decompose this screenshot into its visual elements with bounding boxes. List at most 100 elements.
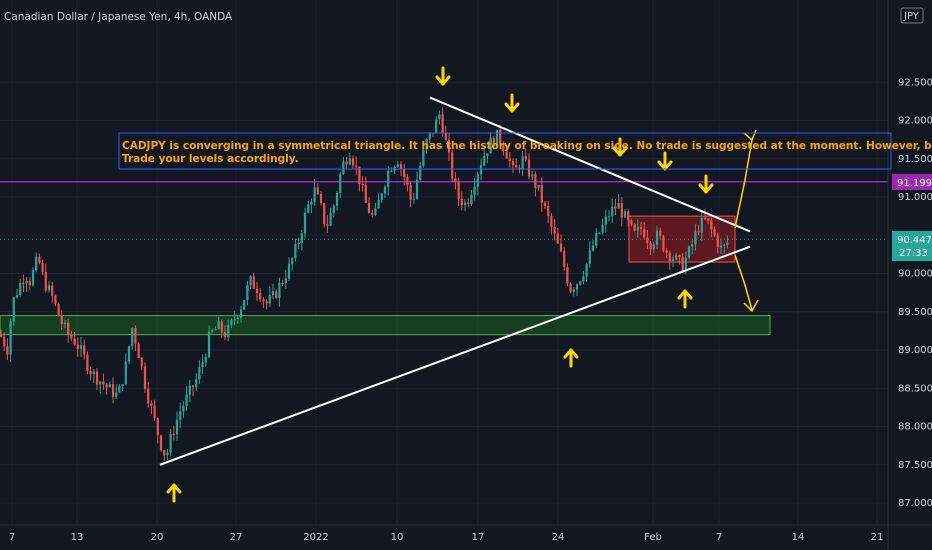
candle-body bbox=[553, 226, 556, 234]
currency-badge[interactable] bbox=[900, 7, 924, 24]
candle-body bbox=[697, 231, 700, 233]
candle-body bbox=[534, 174, 537, 188]
candle-body bbox=[671, 259, 675, 262]
candle-body bbox=[447, 139, 451, 153]
candle-body bbox=[70, 334, 73, 339]
candle-body bbox=[531, 174, 534, 177]
candle-body bbox=[515, 164, 518, 168]
candle-body bbox=[441, 114, 444, 133]
candle-body bbox=[217, 321, 220, 330]
candle-body bbox=[163, 450, 166, 456]
x-tick-label: 17 bbox=[472, 532, 485, 543]
candle-body bbox=[15, 294, 19, 298]
candles bbox=[0, 107, 729, 461]
candle-body bbox=[419, 165, 422, 180]
candle-body bbox=[342, 161, 345, 175]
y-tick-label: 88.000 bbox=[898, 422, 932, 433]
candle-body bbox=[563, 251, 566, 268]
candle-body bbox=[444, 132, 447, 140]
candle-body bbox=[387, 171, 390, 187]
candle-body bbox=[79, 345, 83, 349]
candle-body bbox=[700, 218, 703, 233]
candle-body bbox=[415, 179, 419, 199]
candle-body bbox=[492, 137, 495, 147]
candle-body bbox=[678, 255, 681, 257]
candle-body bbox=[25, 281, 28, 284]
candle-body bbox=[211, 330, 214, 332]
candle-body bbox=[675, 255, 678, 260]
candle-body bbox=[127, 346, 131, 362]
annotation-line-1: CADJPY is converging in a symmetrical tr… bbox=[122, 140, 932, 152]
candle-body bbox=[131, 327, 134, 347]
candle-body bbox=[172, 433, 175, 435]
candle-body bbox=[57, 304, 60, 317]
candle-body bbox=[364, 184, 367, 203]
candle-body bbox=[390, 170, 393, 172]
candle-body bbox=[351, 158, 355, 166]
y-tick-label: 89.000 bbox=[898, 345, 932, 356]
candle-body bbox=[166, 452, 169, 456]
candle-body bbox=[326, 224, 329, 226]
candle-body bbox=[310, 201, 313, 205]
candle-body bbox=[585, 263, 588, 277]
candle-body bbox=[207, 331, 211, 357]
candle-body bbox=[687, 246, 691, 258]
candle-body bbox=[159, 435, 163, 451]
candle-body bbox=[67, 322, 70, 335]
candle-body bbox=[489, 137, 492, 154]
candle-body bbox=[95, 371, 99, 385]
price-tag bbox=[892, 231, 932, 261]
candle-body bbox=[483, 155, 486, 166]
candle-body bbox=[396, 164, 399, 167]
candle-body bbox=[591, 245, 595, 251]
candle-body bbox=[179, 411, 182, 420]
candle-body bbox=[588, 250, 591, 264]
candle-body bbox=[428, 132, 431, 140]
candle-body bbox=[188, 385, 191, 395]
currency-badge-label: JPY bbox=[903, 11, 920, 22]
candle-body bbox=[499, 129, 502, 144]
x-tick-label: 10 bbox=[391, 532, 404, 543]
candle-body bbox=[102, 381, 105, 385]
candle-body bbox=[508, 158, 511, 162]
candle-body bbox=[403, 168, 406, 178]
candle-body bbox=[300, 233, 303, 243]
candle-body bbox=[409, 184, 412, 200]
y-tick-label: 92.500 bbox=[898, 77, 932, 88]
candle-body bbox=[511, 161, 515, 165]
candle-body bbox=[31, 270, 35, 286]
up-arrow-icon bbox=[563, 348, 579, 368]
candle-body bbox=[681, 256, 684, 271]
candle-body bbox=[233, 319, 236, 321]
candle-body bbox=[3, 336, 6, 347]
candle-body bbox=[191, 385, 195, 388]
x-tick-label: 7 bbox=[9, 532, 15, 543]
chart-title: Canadian Dollar / Japanese Yen, 4h, OAND… bbox=[4, 11, 233, 23]
candle-body bbox=[639, 226, 643, 229]
breakout-down-arrowhead bbox=[743, 299, 759, 313]
candle-body bbox=[268, 295, 271, 304]
down-arrow-icon bbox=[612, 137, 628, 157]
x-tick-label: 14 bbox=[792, 532, 805, 543]
candle-body bbox=[198, 367, 201, 380]
down-arrow-icon bbox=[698, 174, 714, 194]
candle-body bbox=[643, 228, 646, 238]
candle-body bbox=[659, 230, 662, 236]
y-tick-label: 87.500 bbox=[898, 460, 932, 471]
candle-body bbox=[383, 186, 387, 194]
candle-body bbox=[463, 202, 467, 206]
price-tag-countdown: 27:33 bbox=[899, 248, 928, 259]
x-tick-label: 27 bbox=[230, 532, 243, 543]
candle-body bbox=[665, 250, 668, 253]
candle-body bbox=[435, 119, 438, 134]
candle-body bbox=[691, 244, 694, 247]
candle-body bbox=[399, 164, 403, 169]
down-arrow-icon bbox=[435, 66, 451, 86]
candle-body bbox=[502, 143, 505, 152]
candle-body bbox=[486, 153, 489, 156]
candle-body bbox=[108, 384, 111, 388]
x-tick-label: 21 bbox=[871, 532, 884, 543]
candle-body bbox=[361, 183, 364, 185]
candle-body bbox=[89, 370, 92, 375]
